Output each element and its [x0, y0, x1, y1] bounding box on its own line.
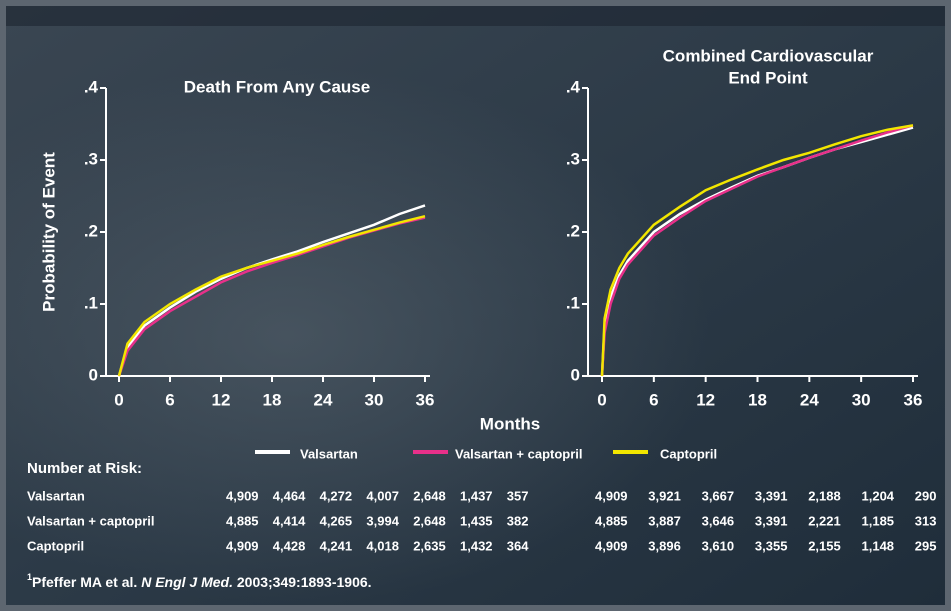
- series-line: [600, 124, 914, 377]
- x-tick-label: 6: [649, 390, 658, 409]
- risk-count: 2,635: [413, 538, 446, 553]
- table-title: Number at Risk:: [27, 460, 142, 477]
- risk-count: 3,887: [648, 513, 681, 528]
- chart-title: Combined Cardiovascular: [663, 46, 874, 65]
- chart-title: End Point: [728, 68, 808, 87]
- x-tick-label: 6: [165, 390, 174, 409]
- y-tick-label: .1: [566, 293, 580, 312]
- y-tick-label: .4: [84, 77, 99, 96]
- risk-count: 4,414: [273, 513, 306, 528]
- risk-count: 4,909: [595, 538, 628, 553]
- risk-count: 3,896: [648, 538, 681, 553]
- series-line: [117, 214, 426, 377]
- risk-count: 364: [507, 538, 529, 553]
- risk-count: 1,185: [862, 513, 895, 528]
- risk-count: 1,204: [862, 488, 895, 503]
- risk-count: 2,155: [808, 538, 841, 553]
- risk-count: 2,221: [808, 513, 841, 528]
- risk-count: 3,391: [755, 488, 788, 503]
- x-tick-label: 24: [800, 390, 819, 409]
- x-tick-label: 18: [263, 390, 282, 409]
- x-tick-label: 0: [114, 390, 123, 409]
- risk-count: 3,610: [702, 538, 735, 553]
- x-tick-label: 30: [365, 390, 384, 409]
- row-label: Valsartan + captopril: [27, 513, 155, 528]
- footnote-marker: 1: [27, 572, 32, 582]
- risk-count: 357: [507, 488, 529, 503]
- x-tick-label: 36: [416, 390, 435, 409]
- risk-count: 313: [915, 513, 937, 528]
- chart-title: Death From Any Cause: [184, 77, 370, 96]
- risk-count: 4,007: [366, 488, 399, 503]
- footnote-journal: N Engl J Med.: [141, 574, 233, 590]
- risk-count: 1,148: [862, 538, 895, 553]
- risk-count: 1,432: [460, 538, 493, 553]
- risk-count: 3,391: [755, 513, 788, 528]
- risk-count: 1,435: [460, 513, 493, 528]
- x-tick-label: 0: [597, 390, 606, 409]
- legend-label: Valsartan + captopril: [455, 446, 583, 461]
- risk-count: 3,355: [755, 538, 788, 553]
- y-tick-label: .2: [84, 221, 98, 240]
- risk-count: 4,885: [226, 513, 259, 528]
- risk-count: 4,241: [320, 538, 353, 553]
- legend-label: Valsartan: [300, 446, 358, 461]
- footnote: 1Pfeffer MA et al. N Engl J Med. 2003;34…: [27, 572, 372, 589]
- y-tick-label: .3: [84, 149, 98, 168]
- x-tick-label: 36: [904, 390, 923, 409]
- footnote-details: 2003;349:1893-1906.: [237, 574, 372, 590]
- risk-count: 4,428: [273, 538, 306, 553]
- y-tick-label: .4: [566, 77, 581, 96]
- x-tick-label: 30: [852, 390, 871, 409]
- y-axis-label: Probability of Event: [39, 152, 58, 312]
- risk-count: 4,885: [595, 513, 628, 528]
- y-tick-label: 0: [89, 365, 98, 384]
- risk-count: 3,994: [366, 513, 399, 528]
- risk-count: 4,909: [595, 488, 628, 503]
- risk-count: 2,648: [413, 488, 446, 503]
- legend-label: Captopril: [660, 446, 717, 461]
- row-label: Valsartan: [27, 488, 85, 503]
- x-tick-label: 18: [748, 390, 767, 409]
- risk-count: 4,272: [320, 488, 353, 503]
- y-tick-label: 0: [571, 365, 580, 384]
- risk-count: 4,018: [366, 538, 399, 553]
- y-tick-label: .2: [566, 221, 580, 240]
- row-label: Captopril: [27, 538, 84, 553]
- risk-count: 2,188: [808, 488, 841, 503]
- x-tick-label: 12: [212, 390, 231, 409]
- x-axis-label: Months: [480, 414, 540, 433]
- risk-count: 3,646: [702, 513, 735, 528]
- background-glow: [6, 6, 945, 605]
- risk-count: 1,437: [460, 488, 493, 503]
- risk-count: 4,909: [226, 488, 259, 503]
- top-band: [6, 6, 945, 26]
- risk-count: 3,667: [702, 488, 735, 503]
- risk-count: 2,648: [413, 513, 446, 528]
- risk-count: 4,265: [320, 513, 353, 528]
- risk-count: 4,464: [273, 488, 306, 503]
- risk-count: 3,921: [648, 488, 681, 503]
- y-tick-label: .1: [84, 293, 98, 312]
- risk-count: 290: [915, 488, 937, 503]
- y-tick-label: .3: [566, 149, 580, 168]
- x-tick-label: 12: [696, 390, 715, 409]
- risk-count: 382: [507, 513, 529, 528]
- risk-count: 4,909: [226, 538, 259, 553]
- series-line: [600, 124, 914, 377]
- x-tick-label: 24: [314, 390, 333, 409]
- risk-count: 295: [915, 538, 937, 553]
- footnote-authors: Pfeffer MA et al.: [32, 574, 137, 590]
